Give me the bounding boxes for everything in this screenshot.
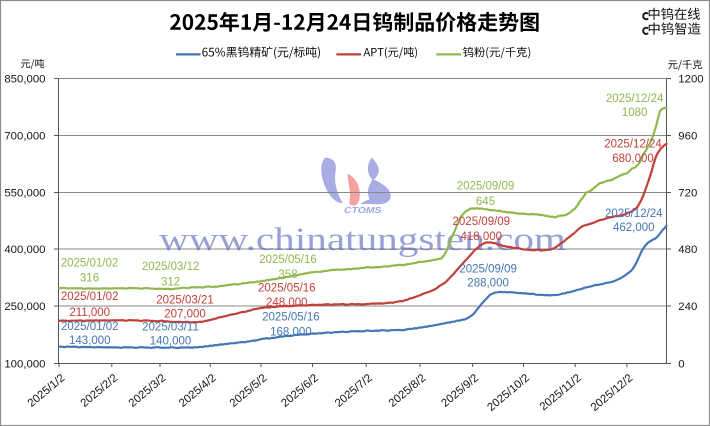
svg-text:1080: 1080 [622,107,648,119]
svg-text:2025/03/21: 2025/03/21 [156,295,214,307]
svg-text:2025/12/24: 2025/12/24 [605,208,663,220]
svg-text:316: 316 [80,273,99,285]
svg-text:720: 720 [678,188,697,200]
svg-text:645: 645 [476,196,495,208]
svg-text:248,000: 248,000 [266,297,308,309]
svg-text:1200: 1200 [678,74,703,86]
svg-text:288,000: 288,000 [467,278,509,290]
svg-text:0: 0 [678,358,684,370]
svg-text:2025/01/02: 2025/01/02 [61,291,119,303]
svg-text:358: 358 [278,269,297,281]
svg-text:960: 960 [678,131,697,143]
svg-text:680,000: 680,000 [612,153,654,165]
svg-text:143,000: 143,000 [69,335,111,347]
svg-text:312: 312 [161,276,180,288]
svg-text:400,000: 400,000 [4,244,45,256]
svg-text:480: 480 [678,244,697,256]
svg-text:550,000: 550,000 [4,188,45,200]
svg-text:140,000: 140,000 [150,336,192,348]
svg-text:211,000: 211,000 [69,307,110,319]
svg-text:100,000: 100,000 [4,358,45,370]
svg-text:2025/09/09: 2025/09/09 [459,264,517,276]
svg-text:2025/12/24: 2025/12/24 [606,93,664,105]
svg-text:2025/03/12: 2025/03/12 [142,261,200,273]
svg-text:2025/03/11: 2025/03/11 [142,322,199,334]
svg-text:168,000: 168,000 [270,326,312,338]
svg-text:850,000: 850,000 [4,74,45,86]
svg-text:700,000: 700,000 [4,131,45,143]
svg-text:2025/05/16: 2025/05/16 [262,312,320,324]
svg-text:2025/01/02: 2025/01/02 [61,257,119,269]
svg-text:www.chinatungsten.com: www.chinatungsten.com [159,222,566,258]
svg-text:2025/09/09: 2025/09/09 [453,216,511,228]
svg-text:2025/05/16: 2025/05/16 [259,254,317,266]
svg-text:418,000: 418,000 [461,231,503,243]
svg-text:240: 240 [678,301,697,313]
svg-text:2025/05/16: 2025/05/16 [258,283,316,295]
svg-text:207,000: 207,000 [164,309,206,321]
svg-text:2025/12/24: 2025/12/24 [604,139,662,151]
svg-text:2025/01/02: 2025/01/02 [61,321,119,333]
svg-text:2025/09/09: 2025/09/09 [457,181,515,193]
svg-text:CTOMS: CTOMS [344,205,382,215]
svg-text:462,000: 462,000 [613,222,655,234]
svg-text:250,000: 250,000 [4,301,45,313]
